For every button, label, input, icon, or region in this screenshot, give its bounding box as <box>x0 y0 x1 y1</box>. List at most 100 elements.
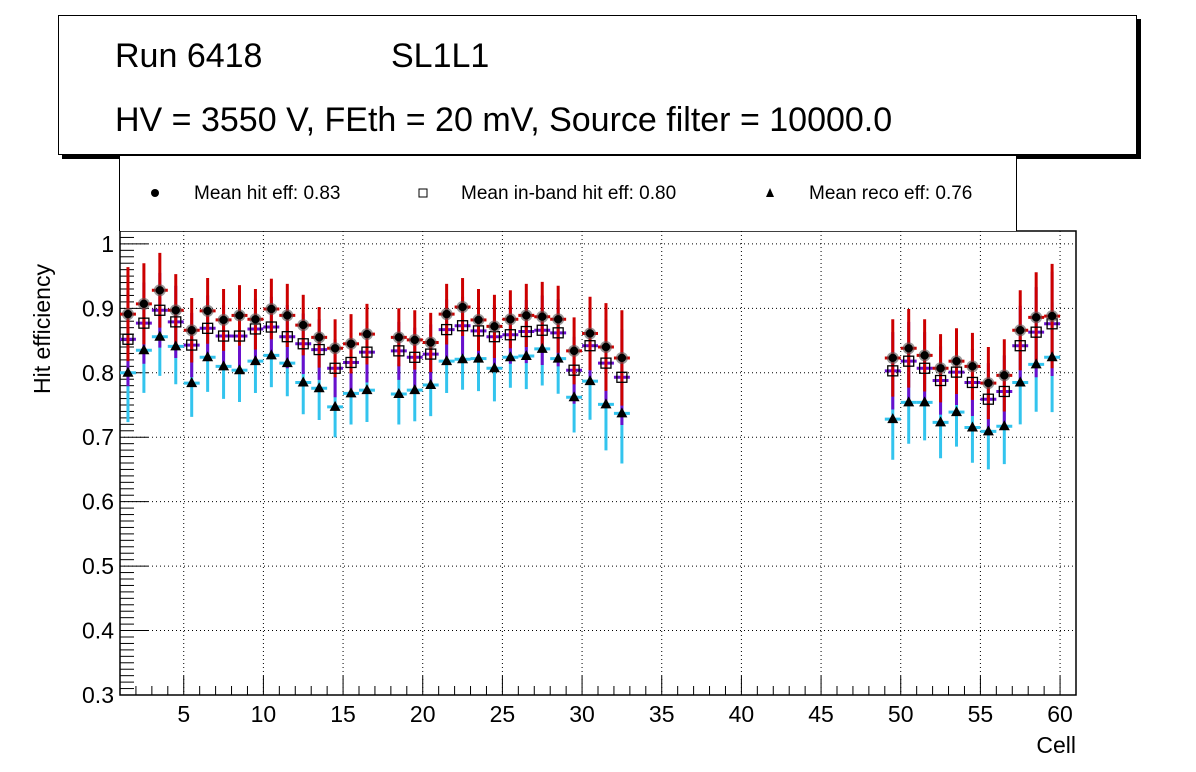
hit-eff-point <box>426 338 435 347</box>
x-axis-title: Cell <box>1036 732 1076 758</box>
reco-eff-point <box>329 400 341 411</box>
reco-eff-point <box>409 384 421 395</box>
inband-eff-point <box>393 345 405 357</box>
inband-eff-point <box>345 356 357 369</box>
inband-eff-point <box>616 371 628 383</box>
reco-eff-point <box>202 351 214 362</box>
x-tick-label: 40 <box>729 701 755 727</box>
reco-eff-point <box>552 352 564 363</box>
reco-eff-point <box>887 413 899 424</box>
hit-eff-point <box>553 315 563 324</box>
hit-eff-point <box>410 335 419 345</box>
hit-eff-point <box>362 329 372 339</box>
hit-eff-point <box>1031 313 1041 322</box>
reco-eff-point <box>425 379 437 390</box>
hit-eff-point <box>522 311 531 320</box>
inband-eff-point <box>201 322 214 334</box>
inband-eff-point <box>1030 326 1042 338</box>
hit-eff-point <box>920 351 929 360</box>
x-tick-label: 5 <box>177 701 190 727</box>
inband-eff-point <box>1014 340 1026 352</box>
hit-eff-point <box>314 333 324 342</box>
y-axis-title: Hit efficiency <box>29 264 55 394</box>
inband-eff-point <box>966 376 979 389</box>
inband-eff-point <box>584 340 596 352</box>
hit-eff-point <box>251 315 260 324</box>
reco-eff-point <box>568 391 580 402</box>
grid <box>120 231 1076 696</box>
reco-eff-point <box>361 384 373 395</box>
y-tick-label: 0.9 <box>82 295 114 321</box>
y-tick-label: 0.7 <box>82 424 114 450</box>
inband-eff-point <box>313 343 325 356</box>
inband-eff-point <box>409 351 421 363</box>
reco-eff-point <box>249 355 261 366</box>
inband-eff-point <box>329 362 341 374</box>
hit-eff-point <box>474 315 483 325</box>
inband-eff-point <box>536 324 548 336</box>
reco-eff-point <box>966 421 978 432</box>
reco-eff-point <box>441 355 453 366</box>
legend-label-reco: Mean reco eff: 0.76 <box>809 183 973 204</box>
reco-eff-point <box>186 377 198 388</box>
reco-eff-point <box>345 387 357 398</box>
inband-eff-point <box>361 346 373 358</box>
reco-eff-point <box>600 398 612 409</box>
reco-eff-point <box>488 362 500 373</box>
title-box: Run 6418 SL1L1 HV = 3550 V, FEth = 20 mV… <box>58 15 1137 155</box>
reco-eff-point <box>265 349 277 360</box>
reco-eff-point <box>297 376 309 387</box>
inband-eff-point <box>568 364 580 376</box>
x-tick-label: 20 <box>410 701 436 727</box>
reco-eff-point <box>504 351 516 362</box>
hit-eff-point <box>904 344 913 353</box>
x-tick-label: 60 <box>1047 701 1073 727</box>
hit-eff-point <box>617 353 627 363</box>
reco-eff-point <box>584 375 596 386</box>
inband-eff-point <box>887 365 899 377</box>
hit-eff-point <box>601 342 611 352</box>
inband-eff-point <box>504 329 517 341</box>
hit-eff-point <box>187 326 196 335</box>
inband-eff-point <box>934 374 947 387</box>
hit-eff-point <box>936 364 945 373</box>
reco-eff-point <box>536 342 548 353</box>
reco-eff-point <box>122 366 134 377</box>
hit-eff-point <box>1047 311 1057 321</box>
reco-eff-point <box>154 330 166 341</box>
legend <box>119 156 1017 231</box>
y-tick-label: 0.6 <box>82 489 114 515</box>
reco-eff-point <box>1030 358 1042 369</box>
inband-eff-point <box>425 348 437 360</box>
inband-eff-point <box>217 330 230 342</box>
reco-eff-point <box>170 340 182 351</box>
x-tick-label: 45 <box>808 701 834 727</box>
hit-eff-point <box>458 302 467 312</box>
settings-label: HV = 3550 V, FEth = 20 mV, Source filter… <box>115 101 893 139</box>
legend-label-hit: Mean hit eff: 0.83 <box>194 183 341 204</box>
inband-eff-point <box>600 357 612 369</box>
axes: 5 10 15 20 25 30 35 40 45 50 55 60 0.3 0.4 0.5 0.6 0.7 0.… <box>82 230 1077 727</box>
run-label: Run 6418 <box>115 37 263 75</box>
reco-eff-point <box>138 344 150 355</box>
hit-eff-point <box>330 344 340 353</box>
inband-eff-point <box>281 331 293 343</box>
hit-eff-point <box>203 306 212 316</box>
reco-eff-point <box>234 364 245 375</box>
inband-eff-point <box>138 317 150 329</box>
inband-eff-point <box>122 333 134 345</box>
y-tick-label: 0.5 <box>82 553 114 579</box>
reco-eff-point <box>218 360 230 371</box>
reco-eff-point <box>919 396 931 407</box>
reco-eff-point <box>281 357 293 368</box>
legend-label-inband: Mean in-band hit eff: 0.80 <box>461 183 677 204</box>
inband-eff-point <box>520 325 532 338</box>
reco-eff-point <box>903 396 915 407</box>
hit-eff-point <box>442 309 451 319</box>
reco-eff-point <box>520 350 532 361</box>
inband-eff-point <box>186 339 198 351</box>
hit-eff-point <box>394 333 404 342</box>
inband-eff-point <box>265 321 278 333</box>
reco-eff-point <box>1046 351 1058 362</box>
